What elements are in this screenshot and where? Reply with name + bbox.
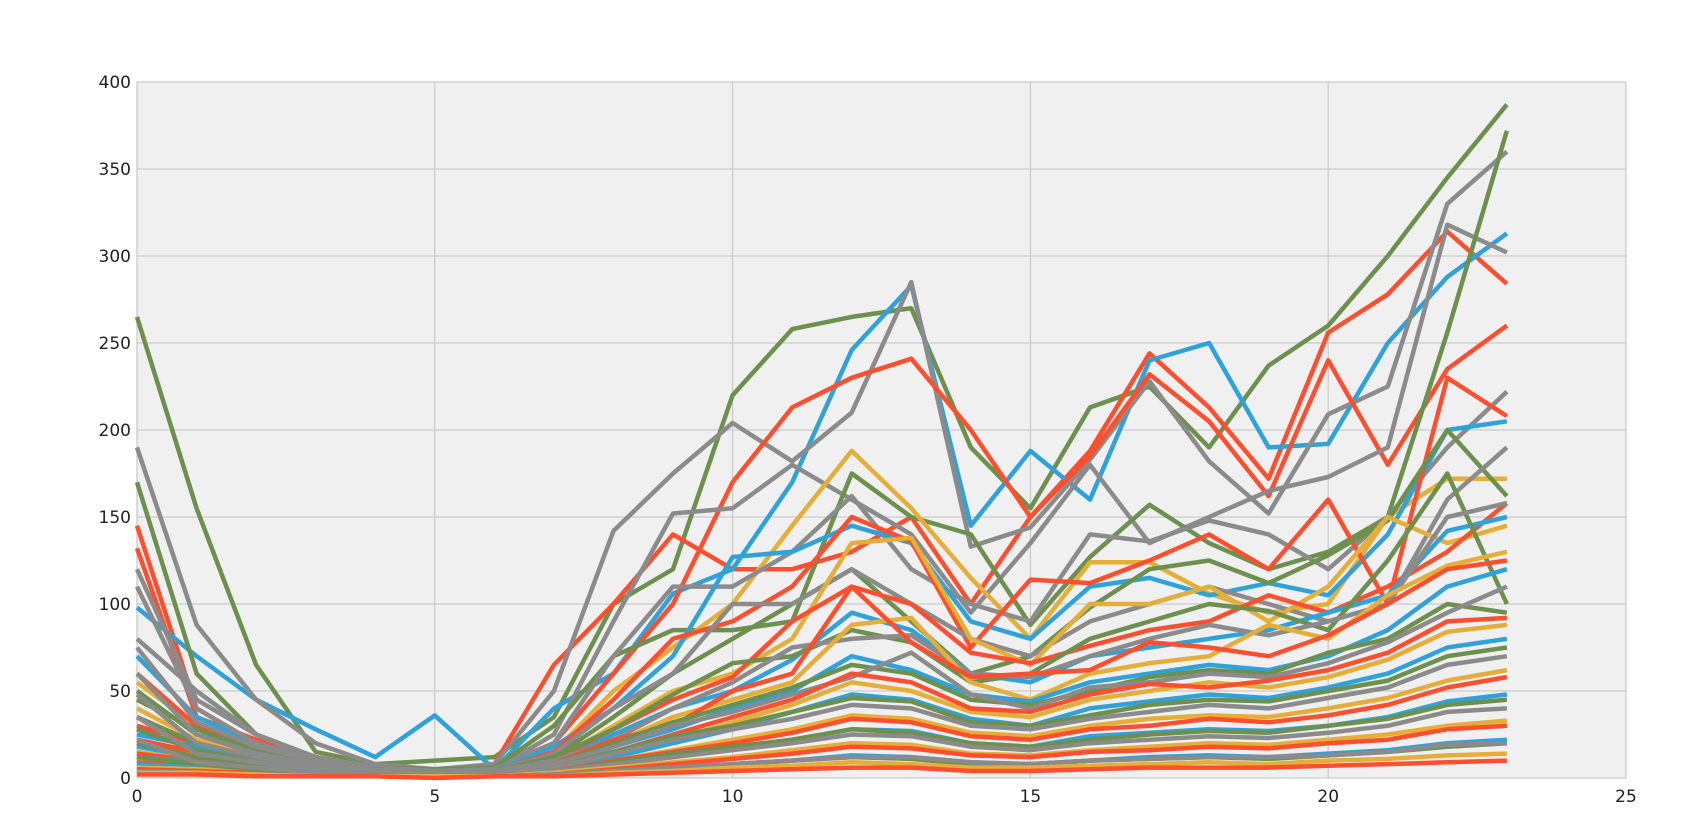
y-tick-label: 250: [99, 334, 131, 354]
x-tick-label: 20: [1317, 787, 1339, 807]
x-tick-label: 10: [722, 787, 744, 807]
x-axis-tick-labels: 0 5 10 15 20 25: [132, 787, 1637, 807]
series-line-40: [137, 758, 1507, 781]
y-tick-label: 0: [120, 769, 131, 789]
series-line-4: [134, 149, 1509, 772]
x-tick-label: 25: [1615, 787, 1637, 807]
y-axis-tick-labels: 0 50 100 150 200 250 300 350 400: [99, 73, 131, 789]
series-line-3: [135, 231, 1509, 772]
y-tick-label: 150: [99, 508, 131, 528]
y-tick-label: 200: [99, 421, 131, 441]
x-tick-label: 5: [429, 787, 440, 807]
y-tick-label: 50: [109, 682, 131, 702]
y-tick-label: 100: [99, 595, 131, 615]
y-tick-label: 400: [99, 73, 131, 93]
x-tick-label: 15: [1020, 787, 1042, 807]
y-tick-label: 350: [99, 160, 131, 180]
y-tick-label: 300: [99, 247, 131, 267]
series-layer: [134, 103, 1510, 781]
x-tick-label: 0: [132, 787, 143, 807]
